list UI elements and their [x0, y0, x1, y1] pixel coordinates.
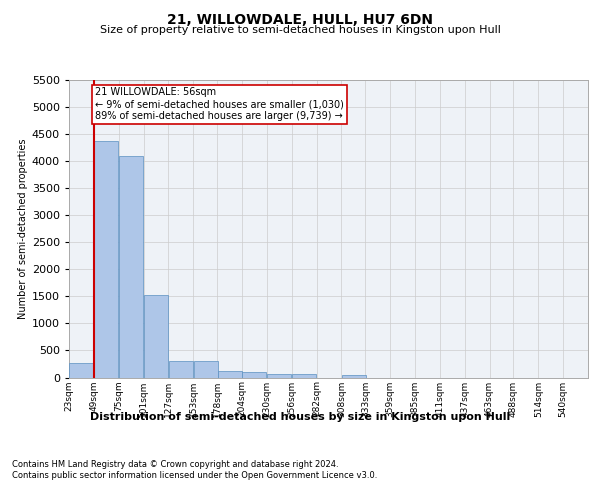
Text: Contains HM Land Registry data © Crown copyright and database right 2024.: Contains HM Land Registry data © Crown c…: [12, 460, 338, 469]
Bar: [342, 375, 366, 378]
Bar: [194, 360, 218, 378]
Text: 21, WILLOWDALE, HULL, HU7 6DN: 21, WILLOWDALE, HULL, HU7 6DN: [167, 12, 433, 26]
Bar: [94, 140, 118, 378]
Bar: [70, 363, 94, 378]
Bar: [169, 360, 193, 378]
Bar: [119, 156, 143, 378]
Bar: [218, 371, 242, 378]
Text: Distribution of semi-detached houses by size in Kingston upon Hull: Distribution of semi-detached houses by …: [90, 412, 510, 422]
Text: Contains public sector information licensed under the Open Government Licence v3: Contains public sector information licen…: [12, 471, 377, 480]
Y-axis label: Number of semi-detached properties: Number of semi-detached properties: [17, 138, 28, 319]
Text: Size of property relative to semi-detached houses in Kingston upon Hull: Size of property relative to semi-detach…: [100, 25, 500, 35]
Bar: [292, 374, 316, 378]
Bar: [144, 294, 168, 378]
Bar: [242, 372, 266, 378]
Bar: [267, 374, 292, 378]
Text: 21 WILLOWDALE: 56sqm
← 9% of semi-detached houses are smaller (1,030)
89% of sem: 21 WILLOWDALE: 56sqm ← 9% of semi-detach…: [95, 88, 344, 120]
